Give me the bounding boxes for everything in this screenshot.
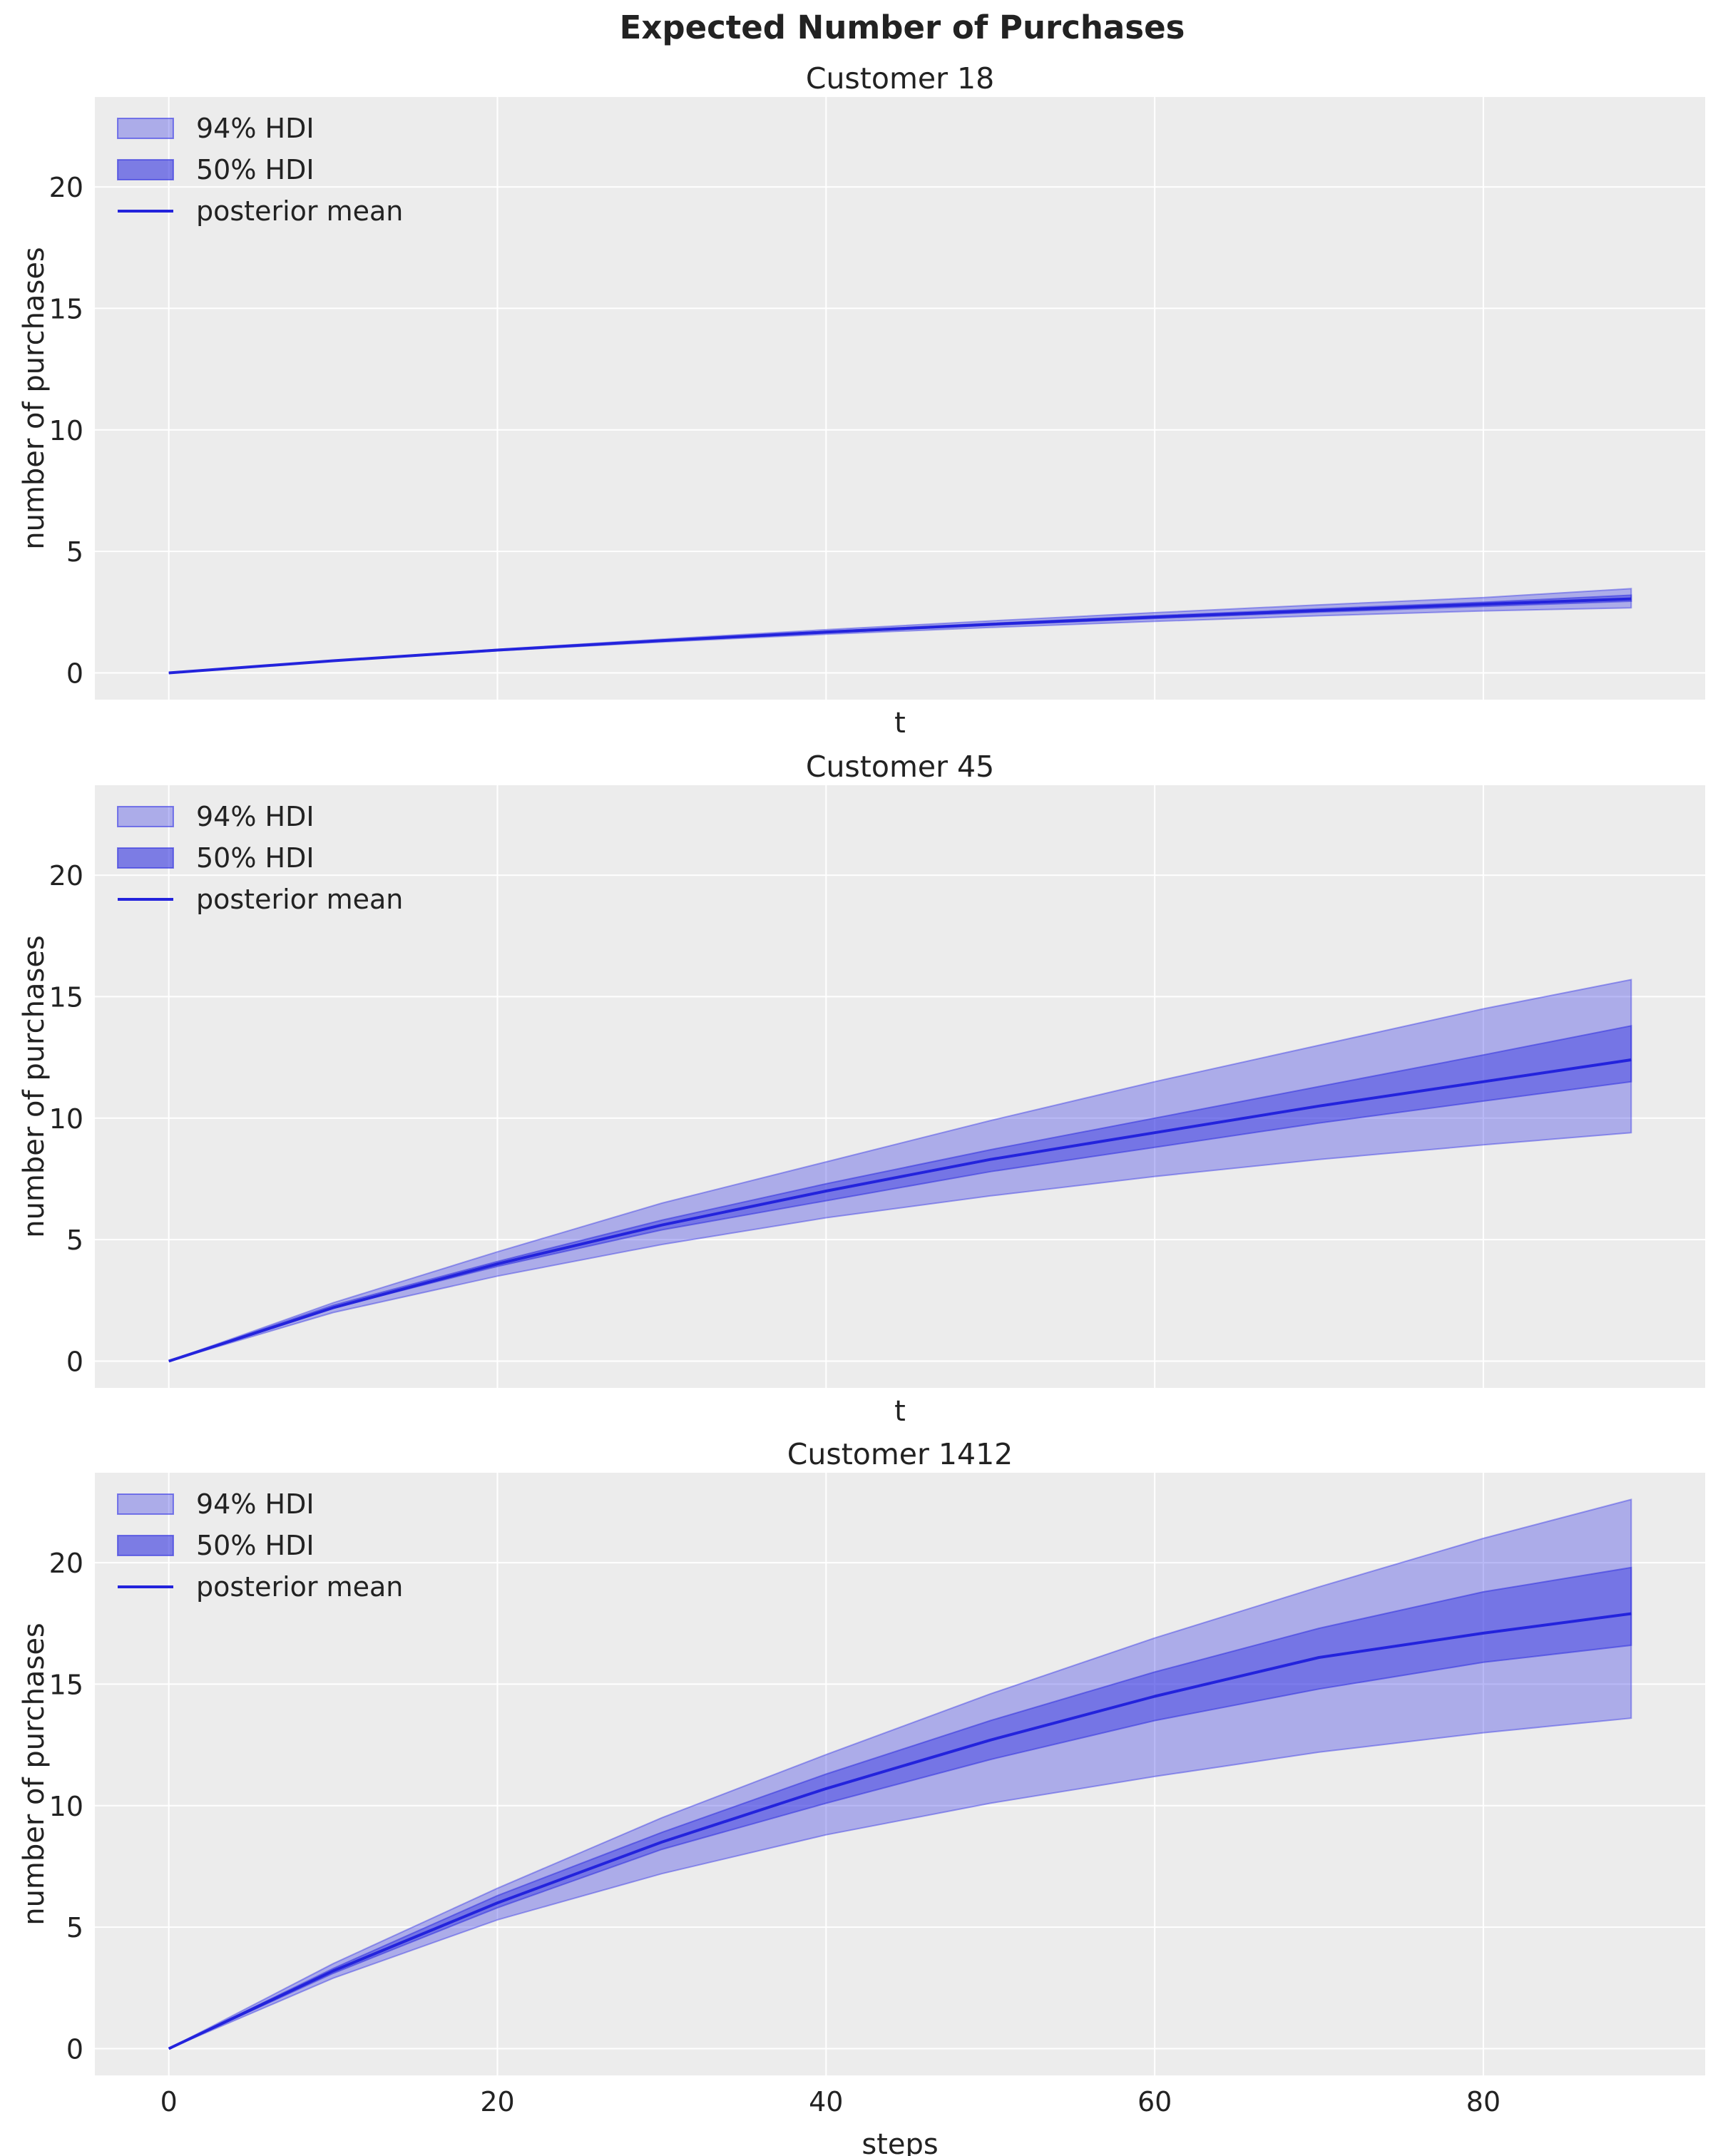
y-tick-label: 10 (49, 415, 83, 446)
x-tick-label: 0 (160, 2086, 178, 2117)
legend-swatch-50 (117, 1535, 174, 1556)
x-tick-label: 60 (1137, 2086, 1172, 2117)
y-tick-label: 15 (49, 293, 83, 325)
legend-label: 94% HDI (196, 801, 315, 832)
posterior-mean-line (168, 597, 1632, 675)
legend-label: 50% HDI (196, 1530, 315, 1561)
y-tick-label: 10 (49, 1103, 83, 1135)
legend-swatch-50 (117, 847, 174, 869)
hdi-50-band (168, 1566, 1632, 2050)
plot-area (95, 97, 1705, 700)
legend-label: posterior mean (196, 884, 403, 915)
y-tick-label: 5 (66, 1225, 83, 1256)
posterior-mean-line (168, 1612, 1632, 2050)
y-tick-label: 0 (66, 2034, 83, 2065)
y-tick-label: 20 (49, 860, 83, 891)
legend-label: posterior mean (196, 195, 403, 227)
panel-customer-c: 0 5 10 15 20 0 20 40 60 80 Customer 1412 steps numbe… (18, 1437, 1705, 2156)
x-axis-label: steps (862, 2128, 938, 2156)
y-axis-label: number of purchases (18, 935, 51, 1238)
y-tick-label: 0 (66, 1347, 83, 1378)
x-axis-label: t (894, 1395, 906, 1428)
legend-label: 94% HDI (196, 1488, 315, 1520)
hdi-50-band (168, 1025, 1632, 1362)
legend: 94% HDI 50% HDI posterior mean (117, 1488, 403, 1603)
panel-title: Customer 18 (806, 61, 994, 96)
plot-area (95, 1473, 1705, 2075)
y-tick-label: 20 (49, 1548, 83, 1579)
y-tick-label: 15 (49, 1669, 83, 1700)
y-tick-label: 5 (66, 1912, 83, 1943)
y-axis-label: number of purchases (18, 1623, 51, 1926)
y-tick-label: 0 (66, 658, 83, 690)
x-tick-label: 40 (809, 2086, 843, 2117)
figure-suptitle: Expected Number of Purchases (620, 9, 1185, 46)
panel-customer-b: 0 5 10 15 20 Customer 45 t number of purchases 9… (18, 750, 1705, 1428)
x-tick-label: 20 (480, 2086, 514, 2117)
y-tick-label: 20 (49, 172, 83, 203)
y-tick-label: 15 (49, 981, 83, 1013)
legend-label: 50% HDI (196, 154, 315, 185)
panel-title: Customer 1412 (787, 1437, 1013, 1471)
x-tick-label: 80 (1466, 2086, 1501, 2117)
posterior-mean-line (168, 1058, 1632, 1363)
legend-swatch-94 (117, 806, 174, 827)
legend-swatch-94 (117, 118, 174, 139)
panel-customer-a: 0 5 10 15 20 Customer 18 t number of purchases 9… (18, 61, 1705, 740)
legend-label: 50% HDI (196, 842, 315, 874)
y-tick-label: 5 (66, 536, 83, 568)
y-tick-label: 10 (49, 1791, 83, 1822)
legend-label: 94% HDI (196, 113, 315, 144)
legend-label: posterior mean (196, 1571, 403, 1603)
legend: 94% HDI 50% HDI posterior mean (117, 801, 403, 915)
legend-swatch-94 (117, 1493, 174, 1515)
legend: 94% HDI 50% HDI posterior mean (117, 113, 403, 227)
panel-title: Customer 45 (806, 750, 994, 784)
x-axis-label: t (894, 707, 906, 740)
y-axis-label: number of purchases (18, 247, 51, 550)
legend-swatch-50 (117, 159, 174, 180)
plot-area (95, 785, 1705, 1388)
